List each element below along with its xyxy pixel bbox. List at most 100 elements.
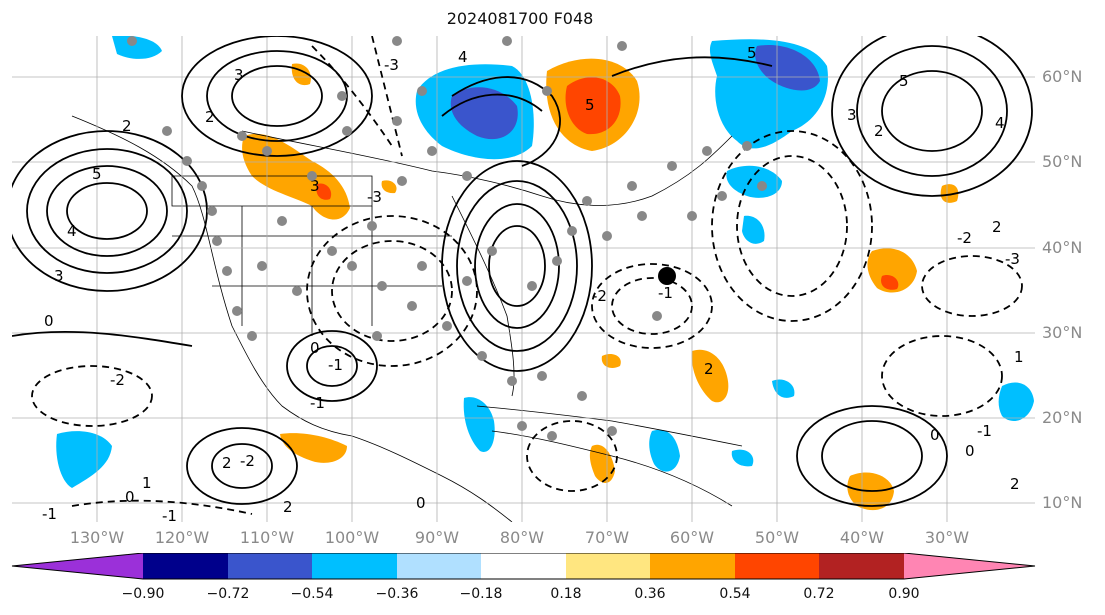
blue-region bbox=[56, 431, 112, 488]
blue-region bbox=[998, 382, 1034, 421]
contour-label: 4 bbox=[67, 222, 77, 240]
contour-label: 0 bbox=[44, 312, 54, 330]
map-title: 2024081700 F048 bbox=[446, 9, 594, 28]
contour-label: -1 bbox=[162, 507, 177, 522]
lat-label-30n: 30°N bbox=[1042, 323, 1083, 342]
lat-label-60n: 60°N bbox=[1042, 67, 1083, 86]
contour-label: 2 bbox=[222, 454, 232, 472]
orange-region bbox=[940, 184, 959, 203]
colorbar-tick: −0.90 bbox=[121, 586, 165, 602]
lon-label-130w: 130°W bbox=[69, 528, 125, 547]
colorbar-tick: −0.72 bbox=[206, 586, 250, 602]
lat-label-10n: 10°N bbox=[1042, 493, 1083, 512]
lon-label-60w: 60°W bbox=[669, 528, 715, 547]
contour-label: 1 bbox=[142, 474, 152, 492]
contour-label: 0 bbox=[310, 339, 320, 357]
contour-label: 0 bbox=[930, 426, 940, 444]
blue-region bbox=[649, 429, 680, 472]
colorbar-segment-4 bbox=[397, 553, 481, 579]
contour-label: -1 bbox=[658, 284, 673, 302]
lon-label-120w: 120°W bbox=[154, 528, 210, 547]
contour-label: 3 bbox=[234, 66, 244, 84]
blue-region bbox=[742, 215, 765, 244]
contour-label: 2 bbox=[1010, 475, 1020, 493]
colorbar bbox=[11, 553, 1036, 580]
colorbar-segment-9 bbox=[819, 553, 904, 579]
lon-label-110w: 110°W bbox=[239, 528, 295, 547]
contour-label: 3 bbox=[847, 106, 857, 124]
blue-region bbox=[731, 449, 754, 467]
orange-region bbox=[381, 180, 397, 194]
solid-contours bbox=[12, 36, 1033, 507]
colorbar-segment-7 bbox=[650, 553, 735, 579]
weather-map: 3 2 5 4 3 2 0 -2 3 4 5 5 -1 0 -3 2 5 3 4… bbox=[12, 36, 1035, 522]
contour-label: 5 bbox=[899, 72, 909, 90]
colorbar-segment-0 bbox=[12, 553, 143, 579]
station-dots bbox=[127, 36, 767, 441]
colorbar-tick: 0.36 bbox=[634, 586, 666, 602]
contour-label: 0 bbox=[416, 494, 426, 512]
red-region bbox=[881, 275, 899, 290]
contour-label: -1 bbox=[977, 422, 992, 440]
lon-label-40w: 40°W bbox=[839, 528, 885, 547]
lon-label-70w: 70°W bbox=[584, 528, 630, 547]
lat-label-40n: 40°N bbox=[1042, 238, 1083, 257]
blue-region bbox=[463, 397, 495, 452]
contour-label: 2 bbox=[704, 360, 714, 378]
lon-label-90w: 90°W bbox=[414, 528, 460, 547]
colorbar-segment-1 bbox=[143, 553, 228, 579]
contour-label: 2 bbox=[122, 117, 132, 135]
colorbar-segment-2 bbox=[228, 553, 312, 579]
contour-label: 1 bbox=[1014, 348, 1024, 366]
colorbar-tick: 0.18 bbox=[550, 586, 582, 602]
contour-label: 2 bbox=[205, 108, 215, 126]
coastlines bbox=[71, 115, 743, 522]
contour-label: 3 bbox=[54, 267, 64, 285]
colorbar-tick: −0.36 bbox=[375, 586, 419, 602]
lon-label-30w: 30°W bbox=[924, 528, 970, 547]
contour-label: -3 bbox=[384, 56, 399, 74]
contour-label: -2 bbox=[592, 287, 607, 305]
contour-label: 5 bbox=[92, 165, 102, 183]
lon-label-50w: 50°W bbox=[754, 528, 800, 547]
contour-label: 4 bbox=[458, 48, 468, 66]
contour-label: -1 bbox=[42, 505, 57, 522]
storm-center-marker bbox=[658, 267, 676, 285]
colorbar-tick: 0.90 bbox=[888, 586, 920, 602]
contour-label: 5 bbox=[747, 44, 757, 62]
contour-label: -3 bbox=[1005, 250, 1020, 268]
contour-label: 5 bbox=[585, 96, 595, 114]
colorbar-segment-10 bbox=[904, 553, 1035, 579]
contour-label: 2 bbox=[283, 498, 293, 516]
contour-label: -1 bbox=[310, 394, 325, 412]
colorbar-tick: −0.18 bbox=[459, 586, 503, 602]
blue-region bbox=[772, 379, 795, 398]
contour-label: 2 bbox=[992, 218, 1002, 236]
orange-region bbox=[691, 349, 729, 403]
contour-label: 2 bbox=[874, 122, 884, 140]
blue-region bbox=[726, 165, 782, 198]
dark-blue-region bbox=[755, 45, 820, 91]
lon-label-100w: 100°W bbox=[324, 528, 380, 547]
lat-label-50n: 50°N bbox=[1042, 152, 1083, 171]
lon-label-80w: 80°W bbox=[499, 528, 545, 547]
red-region bbox=[316, 183, 332, 200]
contour-label: -2 bbox=[110, 371, 125, 389]
contour-label: 0 bbox=[965, 442, 975, 460]
orange-region bbox=[589, 444, 615, 483]
contour-label: 4 bbox=[995, 114, 1005, 132]
colorbar-segment-5 bbox=[481, 553, 566, 579]
contour-label: -3 bbox=[367, 188, 382, 206]
orange-region bbox=[867, 248, 917, 293]
dashed-contours bbox=[31, 36, 1023, 515]
colorbar-segment-3 bbox=[312, 553, 397, 579]
contour-labels: 3 2 5 4 3 2 0 -2 3 4 5 5 -1 0 -3 2 5 3 4… bbox=[42, 44, 1024, 522]
contour-label: 3 bbox=[310, 177, 320, 195]
contour-label: -2 bbox=[240, 452, 255, 470]
contour-label: 0 bbox=[125, 488, 135, 506]
colorbar-tick: 0.54 bbox=[719, 586, 751, 602]
blue-region bbox=[112, 36, 162, 59]
colorbar-segment-8 bbox=[735, 553, 819, 579]
colorbar-segment-6 bbox=[566, 553, 650, 579]
contour-label: -1 bbox=[328, 356, 343, 374]
